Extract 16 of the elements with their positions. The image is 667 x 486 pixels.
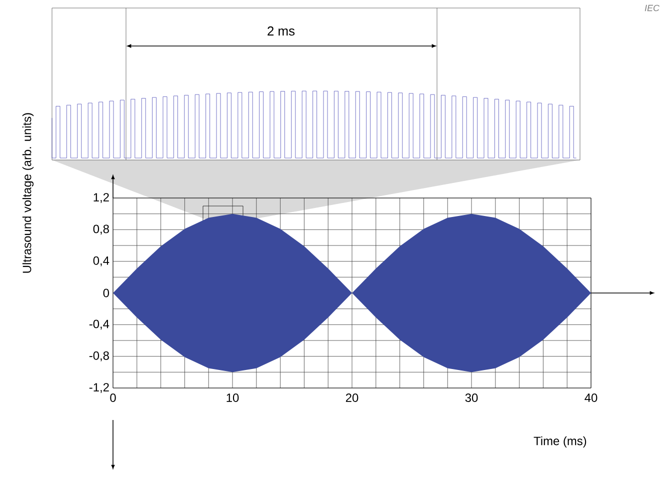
x-tick-label: 10 xyxy=(226,394,239,402)
x-tick-label: 40 xyxy=(584,394,598,402)
x-tick-label: 30 xyxy=(465,394,478,402)
y-tick-label: 0 xyxy=(103,288,110,298)
y-tick-label: -1,2 xyxy=(89,383,109,393)
text: 2 ms xyxy=(268,26,295,36)
x-tick-label: 20 xyxy=(346,394,358,402)
y-tick-label: 0,4 xyxy=(93,256,110,266)
x-axis-title: Time (ms) xyxy=(534,436,586,448)
y-tick-label: 1,2 xyxy=(94,193,109,203)
y-tick-label: -0,4 xyxy=(89,320,110,330)
y-axis-title: Ultrasound voltage (arb. units) xyxy=(22,113,34,273)
text: IEC xyxy=(644,4,660,12)
y-tick-label: -0,8 xyxy=(89,351,109,362)
y-tick-label: 0,8 xyxy=(93,224,109,235)
x-tick-label: 0 xyxy=(110,394,116,402)
